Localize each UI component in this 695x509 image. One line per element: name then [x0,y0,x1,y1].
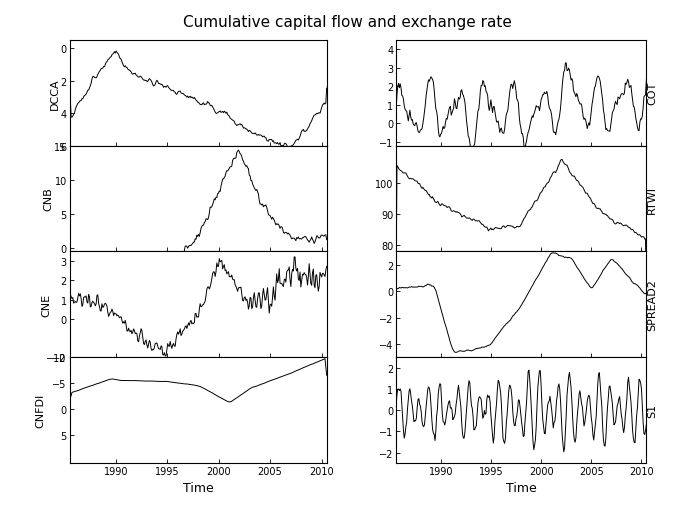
Y-axis label: RTWI: RTWI [647,185,657,213]
Y-axis label: CNFDI: CNFDI [35,393,46,428]
Y-axis label: SPREAD2: SPREAD2 [647,279,657,331]
Y-axis label: CNE: CNE [42,293,52,316]
X-axis label: Time: Time [183,482,213,494]
Text: Cumulative capital flow and exchange rate: Cumulative capital flow and exchange rat… [183,15,512,30]
Y-axis label: CNB: CNB [44,187,54,211]
X-axis label: Time: Time [506,482,537,494]
Y-axis label: COT: COT [647,82,657,105]
Y-axis label: S1: S1 [647,403,657,417]
Y-axis label: DCCA: DCCA [50,78,60,109]
